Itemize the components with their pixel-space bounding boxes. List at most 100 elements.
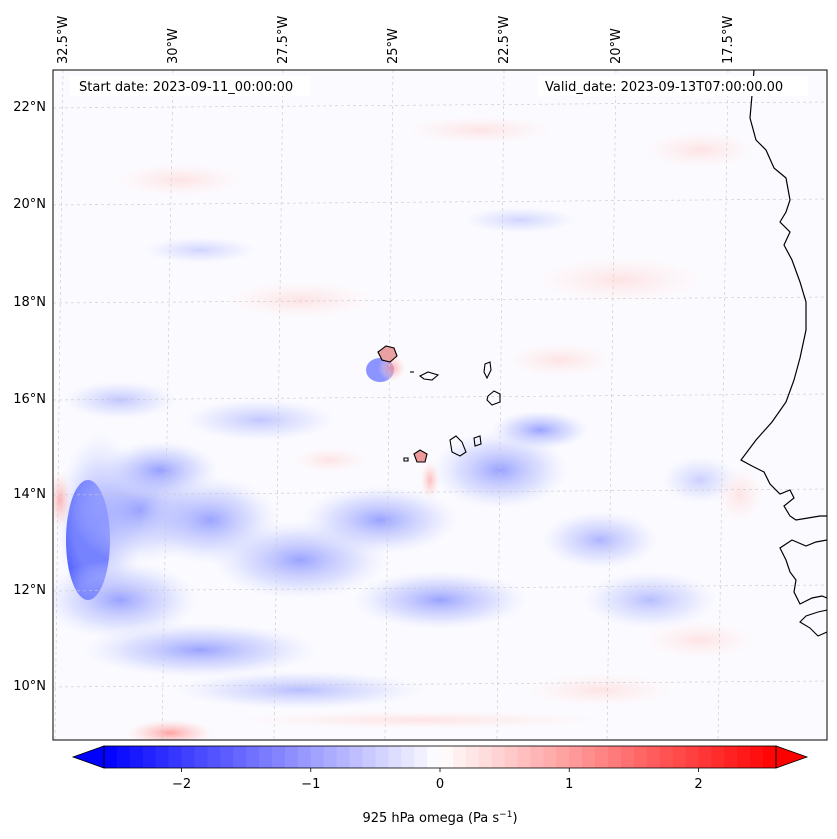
omega-high-region-0 bbox=[125, 719, 215, 740]
omega-low-region-13 bbox=[580, 570, 720, 630]
colorbar-label: 925 hPa omega (Pa s−1) bbox=[362, 810, 517, 826]
longitude-label: 32.5°W bbox=[56, 16, 71, 64]
colorbar-cell bbox=[349, 746, 363, 768]
colorbar-tick-label: 0 bbox=[436, 777, 444, 792]
meridian-line bbox=[384, 70, 394, 740]
omega-low-region-11 bbox=[350, 570, 530, 630]
meridian-line bbox=[606, 70, 617, 740]
omega-field bbox=[53, 70, 827, 740]
omega-low-region-19 bbox=[460, 206, 580, 234]
colorbar-cell bbox=[220, 746, 234, 768]
omega-low-region-12 bbox=[540, 510, 660, 570]
colorbar-cell bbox=[362, 746, 376, 768]
colorbar-cell bbox=[465, 746, 480, 768]
latitude-labels: 22°N 20°N 18°N 16°N 14°N 12°N 10°N bbox=[13, 100, 46, 694]
colorbar-cell bbox=[452, 746, 467, 768]
colorbar-cell bbox=[478, 746, 493, 768]
colorbar-cell bbox=[310, 746, 325, 768]
omega-low-region-17 bbox=[170, 670, 430, 710]
meridian-line bbox=[161, 70, 174, 740]
colorbar-extend-low bbox=[71, 745, 105, 769]
colorbar-cells bbox=[104, 746, 777, 768]
colorbar-cell bbox=[724, 746, 738, 768]
latitude-label: 18°N bbox=[13, 295, 46, 310]
latitude-label: 22°N bbox=[13, 100, 46, 115]
longitude-label: 17.5°W bbox=[721, 16, 736, 64]
colorbar-cell bbox=[414, 746, 428, 768]
colorbar-cell bbox=[388, 746, 402, 768]
colorbar-cell bbox=[698, 746, 712, 768]
meridian-line bbox=[54, 70, 64, 740]
colorbar-cell bbox=[530, 746, 544, 768]
latitude-label: 14°N bbox=[13, 487, 46, 502]
omega-low-region-8 bbox=[300, 485, 460, 555]
colorbar-cell bbox=[272, 746, 286, 768]
colorbar-extend-high bbox=[775, 745, 809, 769]
valid-date-box bbox=[538, 76, 808, 96]
longitude-label: 20°W bbox=[609, 28, 624, 64]
omega-high-region-13 bbox=[520, 672, 680, 708]
colorbar-cell bbox=[659, 746, 674, 768]
colorbar-tick-label: 1 bbox=[565, 777, 573, 792]
longitude-label: 27.5°W bbox=[276, 16, 291, 64]
latitude-label: 12°N bbox=[13, 583, 46, 598]
colorbar-tick-label: 2 bbox=[694, 777, 702, 792]
colorbar-cell bbox=[336, 746, 350, 768]
colorbar-cell bbox=[440, 746, 454, 768]
colorbar-cell bbox=[375, 746, 389, 768]
colorbar-cell bbox=[427, 746, 441, 768]
longitude-label: 25°W bbox=[386, 28, 401, 64]
omega-high-region-11 bbox=[640, 620, 760, 660]
colorbar-cell bbox=[608, 746, 622, 768]
colorbar-cell bbox=[297, 746, 312, 768]
africa-coastline bbox=[740, 70, 827, 605]
colorbar-cell bbox=[246, 746, 260, 768]
latitude-label: 16°N bbox=[13, 392, 46, 407]
cape-verde-islands bbox=[377, 345, 501, 463]
colorbar-cell bbox=[672, 746, 686, 768]
colorbar-cell bbox=[646, 746, 661, 768]
colorbar-cell bbox=[181, 746, 195, 768]
start-date-box bbox=[70, 76, 310, 96]
colorbar-cell bbox=[620, 746, 635, 768]
latitude-label: 20°N bbox=[13, 197, 46, 212]
omega-high-region-7 bbox=[640, 130, 760, 170]
start-date-text: Start date: 2023-09-11_00:00:00 bbox=[79, 80, 293, 95]
omega-high-region-14 bbox=[220, 710, 620, 730]
colorbar-cell bbox=[104, 746, 118, 768]
map-gridlines bbox=[53, 70, 827, 740]
colorbar-cell bbox=[633, 746, 648, 768]
omega-high-region-8 bbox=[110, 162, 250, 198]
meridian-line bbox=[273, 70, 284, 740]
omega-high-region-12 bbox=[290, 446, 370, 474]
map-frame bbox=[52, 69, 828, 741]
colorbar-cell bbox=[569, 746, 583, 768]
meridian-line bbox=[496, 70, 505, 740]
colorbar-tick-label: −2 bbox=[172, 777, 191, 792]
colorbar-cell bbox=[763, 746, 777, 768]
omega-high-region-3 bbox=[420, 460, 440, 500]
colorbar-cell bbox=[401, 746, 415, 768]
colorbar-cell bbox=[155, 746, 170, 768]
colorbar-cell bbox=[582, 746, 596, 768]
colorbar-cell bbox=[556, 746, 570, 768]
longitude-label: 22.5°W bbox=[497, 16, 512, 64]
colorbar-cell bbox=[129, 746, 144, 768]
colorbar-cell bbox=[595, 746, 609, 768]
colorbar-cell bbox=[207, 746, 221, 768]
omega-low-region-10 bbox=[490, 410, 590, 450]
omega-high-region-10 bbox=[715, 465, 765, 525]
omega-high-region-9 bbox=[500, 342, 620, 378]
colorbar-cell bbox=[142, 746, 157, 768]
omega-low-region-20 bbox=[140, 236, 260, 264]
omega-high-region-4 bbox=[220, 280, 380, 320]
omega-low-region-5 bbox=[53, 560, 200, 640]
colorbar-tick-label: −1 bbox=[301, 777, 320, 792]
longitude-label: 30°W bbox=[166, 28, 181, 64]
colorbar-cell bbox=[233, 746, 247, 768]
colorbar-cell bbox=[504, 746, 518, 768]
latitude-label: 10°N bbox=[13, 679, 46, 694]
colorbar-cell bbox=[284, 746, 299, 768]
colorbar-cell bbox=[737, 746, 751, 768]
